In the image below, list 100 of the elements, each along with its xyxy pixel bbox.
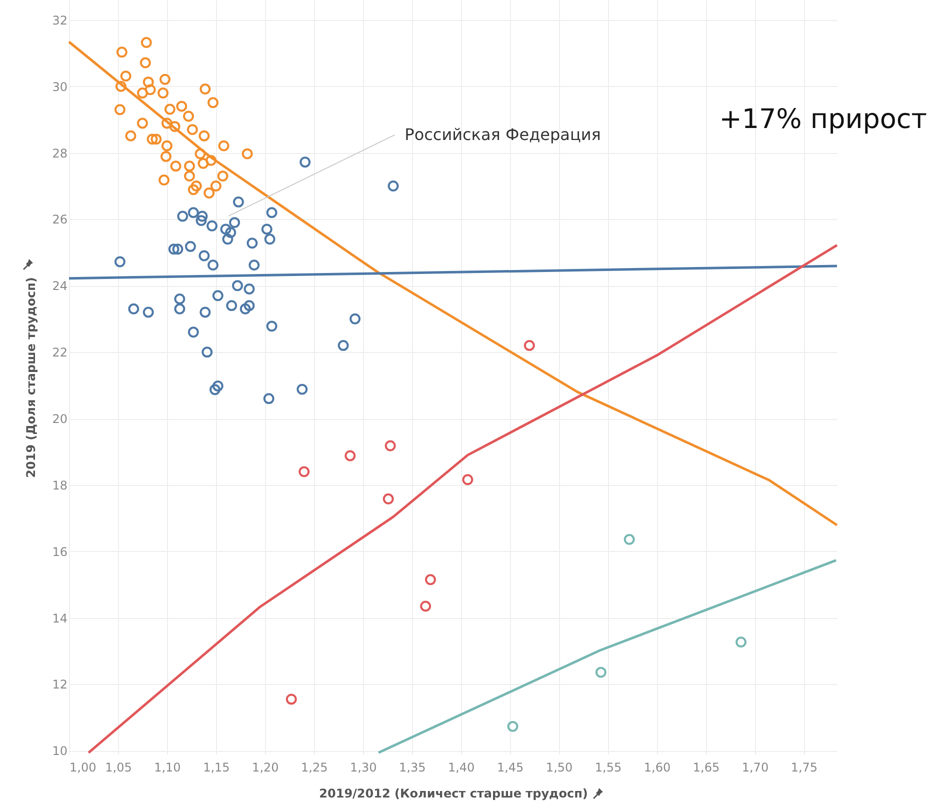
point [261, 224, 272, 235]
x-tick-label: 1,00 [70, 760, 96, 774]
point [217, 170, 228, 182]
point [210, 180, 222, 192]
point [142, 306, 154, 318]
point [242, 148, 253, 160]
y-tick-label: 14 [52, 611, 68, 626]
point [188, 184, 199, 196]
x-tick-label: 1,65 [692, 760, 720, 774]
y-tick-label: 16 [52, 544, 68, 559]
point [116, 46, 128, 58]
point [161, 118, 172, 129]
point [188, 326, 199, 338]
y-tick-label: 24 [52, 279, 68, 294]
point [174, 303, 186, 314]
point [208, 97, 218, 108]
point [198, 130, 210, 142]
point [184, 241, 196, 252]
point [266, 207, 278, 218]
point [184, 170, 195, 182]
x-tick-label: 1,75 [790, 760, 818, 774]
point [190, 180, 202, 192]
point [125, 130, 136, 142]
point [200, 84, 211, 94]
point [264, 234, 276, 245]
y-tick-label: 20 [52, 412, 68, 426]
point [160, 74, 170, 85]
point [114, 104, 126, 116]
point [338, 340, 349, 351]
point [183, 110, 194, 122]
point [194, 148, 206, 160]
point [202, 346, 213, 358]
point [246, 238, 258, 249]
point [240, 303, 251, 314]
point [298, 466, 310, 478]
x-tick-label: 1,05 [105, 760, 132, 774]
point [420, 600, 432, 612]
point [222, 234, 234, 245]
point [208, 260, 218, 271]
point [140, 57, 151, 68]
point [128, 303, 140, 314]
y-tick-label: 26 [52, 212, 68, 227]
point [170, 160, 182, 172]
point [296, 384, 308, 395]
point [344, 450, 356, 462]
x-tick-label: 1,60 [644, 760, 671, 774]
y-tick-label: 22 [52, 346, 68, 360]
point [174, 293, 186, 304]
point [524, 340, 535, 351]
point [244, 284, 255, 294]
point [244, 300, 255, 312]
point [204, 188, 215, 198]
y-tick-label: 28 [52, 146, 68, 160]
point [160, 150, 172, 162]
point [142, 76, 154, 88]
point [158, 88, 169, 98]
point [286, 694, 297, 705]
point [424, 574, 436, 586]
point [206, 154, 217, 166]
x-tick-label: 1,15 [203, 760, 230, 774]
point [120, 70, 132, 82]
point [115, 80, 126, 92]
point [248, 260, 260, 271]
x-tick-label: 1,20 [252, 760, 279, 774]
point [232, 196, 244, 208]
point [169, 121, 180, 132]
point [382, 493, 394, 504]
point [350, 313, 361, 324]
point [266, 320, 278, 332]
point [164, 104, 176, 115]
x-tick-label: 1,25 [301, 760, 328, 774]
point [188, 207, 199, 218]
point [200, 306, 211, 318]
point [229, 217, 240, 228]
x-tick-label: 1,10 [154, 760, 181, 774]
x-tick-label: 1,30 [350, 760, 377, 774]
y-tick-label: 32 [52, 13, 68, 28]
point [198, 250, 210, 262]
point [177, 210, 188, 222]
point [136, 88, 148, 98]
point [212, 380, 224, 392]
annotation: +17% прирост [719, 104, 927, 135]
point [300, 156, 311, 168]
point [140, 37, 152, 48]
point [212, 290, 224, 302]
point [462, 474, 474, 486]
x-axis-title: 2019/2012 (Количест старше трудосп) [319, 786, 588, 800]
point [263, 393, 274, 404]
point [136, 118, 148, 129]
point [507, 720, 518, 732]
point [144, 84, 156, 96]
y-tick-label: 30 [52, 80, 68, 94]
point [232, 280, 243, 292]
x-tick-label: 1,35 [399, 760, 426, 774]
x-tick-label: 1,45 [496, 760, 524, 774]
x-tick-label: 1,40 [448, 760, 475, 774]
y-tick-label: 18 [52, 478, 68, 492]
point [158, 174, 170, 186]
point [176, 100, 188, 112]
point [114, 256, 126, 268]
